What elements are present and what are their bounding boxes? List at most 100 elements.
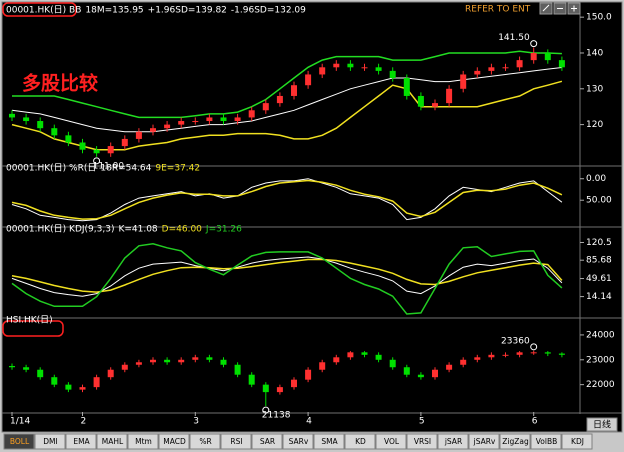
candle-body xyxy=(446,364,453,370)
candle-body xyxy=(121,364,128,370)
candle-body xyxy=(361,67,368,69)
candle-body xyxy=(432,103,438,107)
candle-body xyxy=(333,63,340,68)
legend-label: D=46.00 xyxy=(162,225,203,235)
candle-body xyxy=(79,387,86,390)
candle-body xyxy=(9,366,15,368)
series-line xyxy=(11,80,563,151)
candle-body xyxy=(150,128,156,132)
panel-title: 00001.HK(日) BB xyxy=(6,5,81,16)
legend-label: 9E=37.42 xyxy=(155,164,200,174)
overlay-text: 多股比较 xyxy=(22,72,98,95)
tab-label: DMI xyxy=(43,437,57,446)
candle-body xyxy=(262,103,269,111)
candle-body xyxy=(389,70,396,79)
y-tick-label: 49.61 xyxy=(586,274,612,284)
highlight-box xyxy=(2,2,77,17)
y-tick-label: 23000 xyxy=(586,355,615,365)
candle-body xyxy=(319,362,326,370)
candle-body xyxy=(291,85,297,96)
panel-title: 00001.HK(日) KDJ(9,3,3) xyxy=(6,224,114,235)
candle-body xyxy=(530,352,537,354)
tab[interactable] xyxy=(251,433,283,450)
x-tick-label: 6 xyxy=(532,417,538,427)
candle-body xyxy=(488,354,495,358)
tab[interactable] xyxy=(499,433,531,450)
tab-label: SMA xyxy=(321,437,338,446)
tab[interactable] xyxy=(65,433,97,450)
tab[interactable] xyxy=(220,433,252,450)
candle-body xyxy=(446,88,453,104)
tab[interactable] xyxy=(158,433,190,450)
tab[interactable] xyxy=(437,433,469,450)
candle-body xyxy=(220,359,227,365)
highlight-box xyxy=(2,320,64,337)
tab[interactable] xyxy=(561,433,593,450)
candle-body xyxy=(558,60,565,68)
period-button[interactable] xyxy=(586,417,618,432)
tab[interactable] xyxy=(127,433,159,450)
tab[interactable] xyxy=(34,433,66,450)
tab[interactable] xyxy=(468,433,500,450)
y-tick-label: 150.0 xyxy=(586,13,612,23)
tab[interactable] xyxy=(282,433,314,450)
candle-body xyxy=(333,357,340,363)
tab-label: KD xyxy=(355,437,366,446)
annotation-label: 21138 xyxy=(262,411,291,421)
tab-label: SARv xyxy=(289,437,309,446)
tab[interactable] xyxy=(189,433,221,450)
x-tick-label: 5 xyxy=(419,417,425,427)
tab-label: MACD xyxy=(163,437,186,446)
tab[interactable] xyxy=(96,433,128,450)
candle-body xyxy=(79,142,86,150)
tab[interactable] xyxy=(375,433,407,450)
candle-body xyxy=(474,70,481,75)
tab-label: RSI xyxy=(230,437,242,446)
tab[interactable] xyxy=(344,433,376,450)
candle-body xyxy=(65,135,72,143)
candle-body xyxy=(135,362,142,365)
candle-body xyxy=(192,121,199,123)
series-line xyxy=(11,179,563,220)
candle-body xyxy=(121,138,128,147)
candle-body xyxy=(178,121,185,125)
candle-body xyxy=(220,117,227,122)
candle-body xyxy=(276,95,283,104)
candle-body xyxy=(389,359,396,368)
y-tick-label: 24000 xyxy=(586,330,615,340)
candle-body xyxy=(403,78,410,96)
refer-label: REFER TO ENT xyxy=(465,5,531,15)
icon-line xyxy=(542,4,550,12)
candle-body xyxy=(488,67,495,71)
tab-label: jSARv xyxy=(473,437,496,446)
candle-body xyxy=(248,374,255,385)
legend-label: 18R=54.64 xyxy=(100,164,151,174)
tab[interactable] xyxy=(3,433,35,450)
annotation-label: 23360 xyxy=(501,336,530,346)
y-tick-label: 0.00 xyxy=(586,174,606,184)
tab[interactable] xyxy=(530,433,562,450)
x-tick-label: 3 xyxy=(193,417,199,427)
candle-body xyxy=(460,359,467,365)
candle-body xyxy=(544,352,551,354)
candle-body xyxy=(23,367,30,370)
candle-body xyxy=(107,369,114,378)
tab[interactable] xyxy=(406,433,438,450)
x-tick-label: 1/14 xyxy=(10,417,30,427)
candle-body xyxy=(37,121,44,129)
candle-body xyxy=(432,369,438,378)
candle-body xyxy=(248,110,255,118)
series-line xyxy=(12,50,562,119)
y-tick-label: 85.68 xyxy=(586,256,612,266)
tab-label: VolBB xyxy=(536,437,558,446)
candle-body xyxy=(37,369,44,378)
panel-title: HSI.HK(日) xyxy=(6,315,53,326)
tab[interactable] xyxy=(313,433,345,450)
tab-label: EMA xyxy=(73,437,90,446)
candle-body xyxy=(319,67,326,75)
y-tick-label: 120.5 xyxy=(586,238,612,248)
y-tick-label: 14.14 xyxy=(586,292,612,302)
annotation-marker xyxy=(93,157,101,165)
tab-label: VOL xyxy=(384,437,400,446)
